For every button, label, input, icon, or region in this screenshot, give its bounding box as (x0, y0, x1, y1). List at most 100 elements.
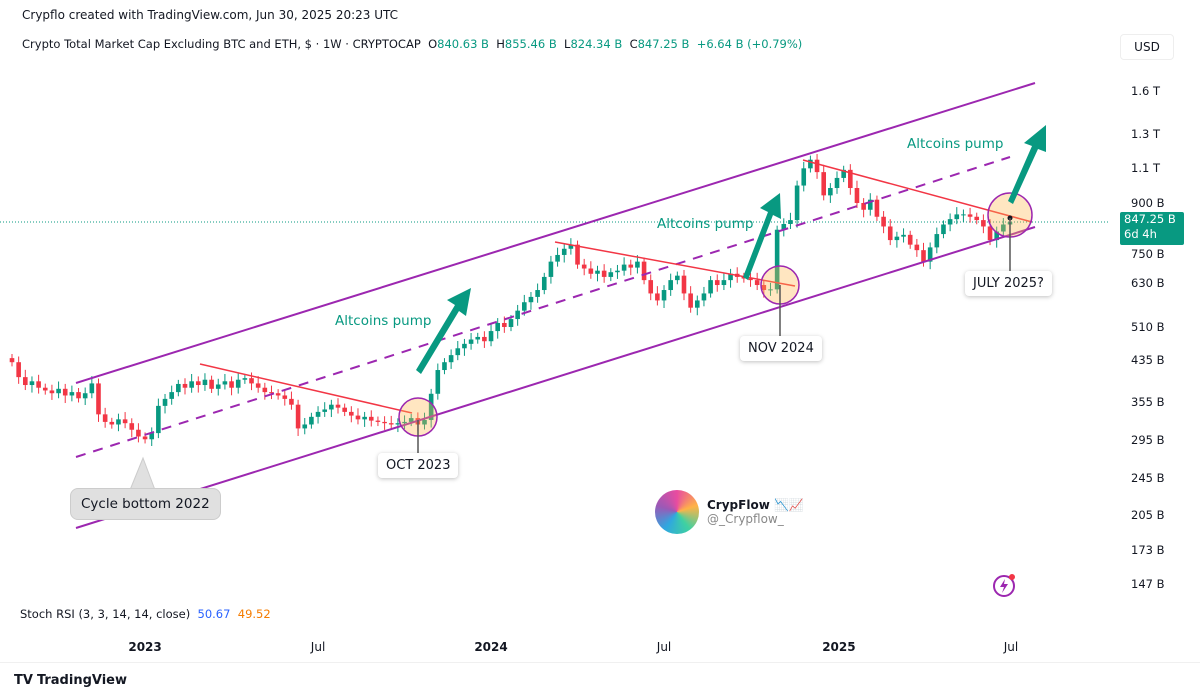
candle-up (522, 302, 527, 311)
annotation-oct-2023: OCT 2023 (378, 453, 459, 478)
time-tick: 2024 (474, 640, 508, 654)
time-tick: Jul (656, 640, 672, 654)
candle-up (535, 290, 540, 297)
price-tick: 435 B (1131, 352, 1165, 367)
candle-up (947, 219, 953, 225)
candle-up (69, 392, 75, 396)
candle-up (615, 270, 620, 273)
arrow-up-icon (743, 193, 781, 280)
candle-up (322, 409, 328, 412)
candle-down (814, 159, 820, 173)
candle-down (102, 414, 108, 422)
candle-up (202, 379, 208, 386)
trendline-2024[interactable] (554, 241, 796, 287)
symbol-title: Crypto Total Market Cap Excluding BTC an… (22, 37, 421, 51)
candle-up (508, 319, 514, 327)
candle-down (9, 358, 15, 363)
candle-up (488, 331, 494, 342)
candle-down (914, 244, 920, 251)
candle-up (788, 220, 793, 224)
candle-down (62, 388, 68, 396)
author-name: CrypFlow 📉📈 (707, 498, 804, 512)
candle-down (49, 390, 55, 394)
candle-up (408, 418, 414, 422)
lightning-icon[interactable] (992, 572, 1018, 598)
candle-up (528, 296, 534, 303)
candle-down (255, 383, 261, 388)
candle-down (741, 276, 747, 279)
candle-down (874, 199, 880, 217)
candle-up (934, 234, 940, 248)
trendline-2025[interactable] (802, 159, 1033, 223)
candle-down (881, 216, 886, 227)
candle-up (442, 362, 447, 371)
candle-down (887, 226, 893, 241)
chart-down-icon: 📉 (773, 498, 789, 512)
candle-up (841, 169, 846, 178)
candle-up (435, 370, 441, 394)
candle-down (335, 404, 341, 408)
price-chart[interactable] (0, 0, 1110, 630)
candles (9, 154, 1013, 446)
price-tick: 1.3 T (1131, 126, 1160, 141)
candle-down (981, 220, 986, 227)
candle-up (149, 433, 155, 440)
candle-up (994, 231, 999, 241)
candle-up (661, 290, 667, 301)
candle-up (541, 276, 547, 291)
channel-lower-line[interactable] (75, 226, 1036, 529)
candle-down (375, 420, 381, 422)
time-tick: 2025 (822, 640, 856, 654)
price-tick: 295 B (1131, 432, 1165, 447)
candle-up (222, 381, 228, 385)
candle-up (801, 168, 807, 186)
open-value: 840.63 B (437, 37, 489, 51)
candle-up (515, 310, 520, 320)
price-tick: 205 B (1131, 508, 1165, 523)
candle-down (754, 280, 760, 286)
candle-down (16, 362, 21, 378)
candle-up (768, 289, 773, 291)
currency-button[interactable]: USD (1120, 34, 1174, 60)
candle-down (262, 387, 268, 393)
candle-up (302, 424, 308, 429)
candle-up (315, 411, 321, 417)
candle-down (482, 336, 487, 342)
candle-down (282, 395, 288, 399)
price-tick: 510 B (1131, 319, 1165, 334)
candle-down (109, 421, 115, 425)
axis-divider (0, 662, 1200, 663)
tv-logo-icon: 𝗧𝗩 (14, 673, 33, 688)
stoch-k-value: 50.67 (197, 607, 231, 621)
candle-down (987, 226, 993, 241)
candle-up (235, 379, 241, 388)
channel-upper-line[interactable] (75, 82, 1036, 384)
tradingview-logo[interactable]: 𝗧𝗩 TradingView (14, 673, 127, 688)
candle-up (242, 378, 248, 380)
channel-mid-line[interactable] (75, 156, 1011, 458)
candle-up (894, 236, 900, 241)
candle-down (681, 275, 687, 294)
price-tick: 355 B (1131, 394, 1165, 409)
candle-up (462, 343, 467, 349)
candle-down (295, 404, 301, 429)
candle-up (927, 247, 933, 262)
candle-down (36, 381, 41, 388)
stoch-rsi-legend[interactable]: Stoch RSI (3, 3, 14, 14, close) 50.67 49… (20, 607, 271, 621)
candle-up (808, 159, 813, 169)
candle-down (854, 188, 860, 203)
candle-down (655, 293, 660, 301)
candle-down (275, 393, 281, 396)
candle-up (548, 261, 554, 277)
annotation-cycle-bottom: Cycle bottom 2022 (70, 488, 221, 520)
candle-up (961, 214, 966, 216)
price-tick: 900 B (1131, 196, 1165, 210)
candle-up (89, 383, 95, 394)
candle-down (129, 423, 135, 430)
candle-up (834, 177, 840, 189)
arrow-up-icon (416, 288, 471, 374)
author-watermark: CrypFlow 📉📈 @_Crypflow_ (655, 490, 804, 534)
trendline-2023[interactable] (199, 363, 413, 414)
candle-down (229, 381, 234, 388)
candle-up (448, 355, 454, 363)
